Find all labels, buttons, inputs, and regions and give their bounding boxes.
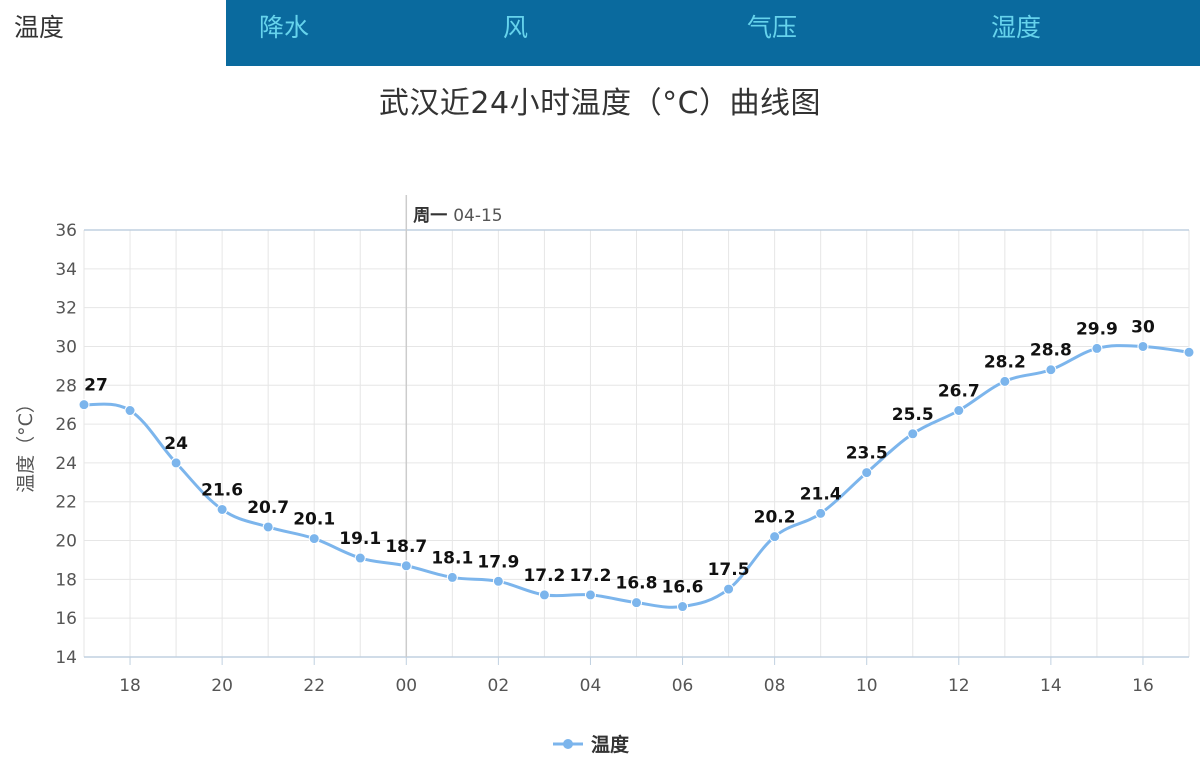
y-tick-label: 24 <box>55 454 77 474</box>
x-tick-label: 08 <box>764 676 786 696</box>
data-point <box>907 428 919 440</box>
data-label: 21.4 <box>800 484 842 504</box>
data-point <box>78 399 90 411</box>
data-label: 27 <box>84 376 108 396</box>
data-label: 17.5 <box>708 560 750 580</box>
x-tick-label: 16 <box>1132 676 1154 696</box>
data-label: 20.1 <box>293 510 335 530</box>
data-label: 28.8 <box>1030 341 1072 361</box>
data-point <box>538 589 550 601</box>
tab-temperature[interactable] <box>0 0 226 66</box>
y-tick-label: 20 <box>55 532 77 552</box>
legend-marker <box>563 739 573 749</box>
data-label: 29.9 <box>1076 319 1118 339</box>
y-tick-label: 28 <box>55 376 77 396</box>
data-point <box>861 467 873 479</box>
data-point <box>1137 340 1149 352</box>
data-label: 17.2 <box>523 566 565 586</box>
data-label: 20.2 <box>754 508 796 528</box>
y-tick-label: 34 <box>55 260 77 280</box>
day-label: 周一 <box>413 206 453 226</box>
data-label: 28.2 <box>984 352 1026 372</box>
y-tick-label: 18 <box>55 570 77 590</box>
y-axis-label: 温度（°C） <box>15 394 37 493</box>
data-label: 17.9 <box>477 552 519 572</box>
data-label: 24 <box>164 434 188 454</box>
data-label: 18.7 <box>385 537 427 557</box>
data-point <box>354 552 366 564</box>
x-tick-label: 18 <box>119 676 141 696</box>
y-tick-label: 26 <box>55 415 77 435</box>
data-point <box>1183 346 1195 358</box>
legend-label: 温度 <box>591 733 630 756</box>
data-label: 16.6 <box>662 578 704 598</box>
data-label: 19.1 <box>339 529 381 549</box>
chart-title: 武汉近24小时温度（°C）曲线图 <box>378 86 822 121</box>
data-label: 21.6 <box>201 480 243 500</box>
data-point <box>723 583 735 595</box>
x-tick-label: 20 <box>211 676 233 696</box>
x-tick-label: 06 <box>672 676 694 696</box>
y-tick-label: 32 <box>55 299 77 319</box>
data-point <box>124 405 136 417</box>
data-point <box>492 575 504 587</box>
date-label: 04-15 <box>453 206 502 226</box>
data-point <box>769 531 781 543</box>
data-point <box>400 560 412 572</box>
tab-temperature-label[interactable]: 温度 <box>14 13 65 42</box>
y-tick-label: 30 <box>55 337 77 357</box>
data-point <box>677 601 689 613</box>
day-separator-label: 周一 04-15 <box>413 206 502 226</box>
data-point <box>953 405 965 417</box>
data-point <box>216 503 228 515</box>
data-point <box>815 507 827 519</box>
data-point <box>446 571 458 583</box>
data-label: 16.8 <box>616 574 658 594</box>
data-label: 23.5 <box>846 444 888 464</box>
x-tick-label: 22 <box>303 676 325 696</box>
data-label: 20.7 <box>247 498 289 518</box>
y-tick-label: 22 <box>55 493 77 513</box>
data-label: 26.7 <box>938 382 980 402</box>
x-tick-label: 14 <box>1040 676 1062 696</box>
data-point <box>262 521 274 533</box>
data-point <box>584 589 596 601</box>
data-point <box>1045 364 1057 376</box>
data-label: 18.1 <box>431 548 473 568</box>
tab-humidity[interactable]: 湿度 <box>991 13 1042 42</box>
data-point <box>170 457 182 469</box>
x-tick-label: 10 <box>856 676 878 696</box>
x-tick-label: 02 <box>488 676 510 696</box>
data-point <box>1091 342 1103 354</box>
data-label: 25.5 <box>892 405 934 425</box>
data-point <box>308 533 320 545</box>
x-tick-label: 04 <box>580 676 602 696</box>
data-point <box>631 597 642 609</box>
y-tick-label: 16 <box>55 609 77 629</box>
tab-precipitation[interactable]: 降水 <box>259 13 310 42</box>
y-tick-label: 36 <box>55 221 77 241</box>
tab-pressure[interactable]: 气压 <box>747 13 798 42</box>
tab-wind[interactable]: 风 <box>503 13 529 42</box>
data-label: 17.2 <box>569 566 611 586</box>
x-tick-label: 12 <box>948 676 970 696</box>
x-tick-label: 00 <box>395 676 417 696</box>
data-point <box>999 375 1011 387</box>
data-label: 30 <box>1131 317 1155 337</box>
y-tick-label: 14 <box>55 648 77 668</box>
